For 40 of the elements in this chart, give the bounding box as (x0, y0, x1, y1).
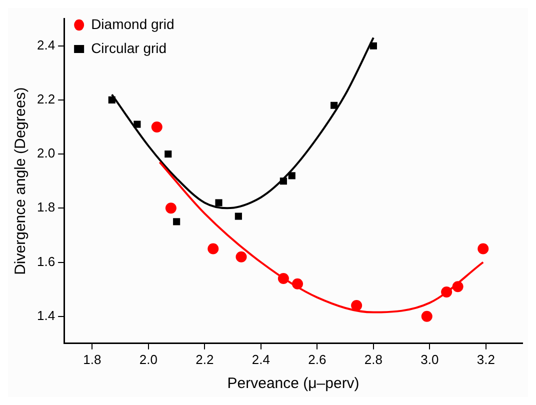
point (173, 218, 180, 226)
point (108, 96, 116, 104)
point (441, 286, 452, 298)
point (236, 251, 247, 262)
point (288, 172, 296, 180)
y-tick-label: 2.2 (36, 92, 56, 107)
point (421, 310, 432, 322)
point (208, 243, 219, 254)
x-tick-label: 3.0 (420, 352, 439, 367)
point (134, 120, 141, 128)
legend-label: Circular grid (91, 40, 167, 56)
y-tick-label: 1.6 (36, 254, 56, 269)
x-tick-label: 2.4 (252, 352, 270, 367)
y-tick-label: 1.8 (36, 200, 56, 215)
point (478, 243, 489, 254)
point (370, 42, 377, 50)
y-axis-title: Divergence angle (Degrees) (12, 87, 30, 275)
point (164, 150, 172, 158)
point (351, 300, 362, 312)
legend-label: Diamond grid (91, 16, 174, 32)
x-tick-label: 2.0 (139, 352, 158, 367)
y-tick-label: 2.4 (36, 37, 56, 52)
x-tick-label: 3.2 (476, 352, 495, 367)
point (278, 272, 289, 284)
x-tick-label: 2.6 (308, 352, 326, 367)
point (280, 178, 287, 185)
point (452, 281, 464, 292)
x-tick-label: 2.2 (196, 352, 214, 367)
x-tick-label: 1.8 (83, 352, 102, 367)
point (215, 199, 222, 206)
y-tick-label: 2.0 (36, 146, 56, 161)
point (165, 202, 176, 214)
x-axis-title: Perveance (μ–perv) (227, 375, 360, 392)
line-series (158, 161, 484, 314)
point (151, 122, 162, 132)
point (234, 212, 242, 220)
x-tick-label: 2.8 (364, 352, 382, 367)
point (330, 102, 338, 109)
y-tick-label: 1.4 (36, 308, 56, 323)
point (292, 278, 304, 290)
